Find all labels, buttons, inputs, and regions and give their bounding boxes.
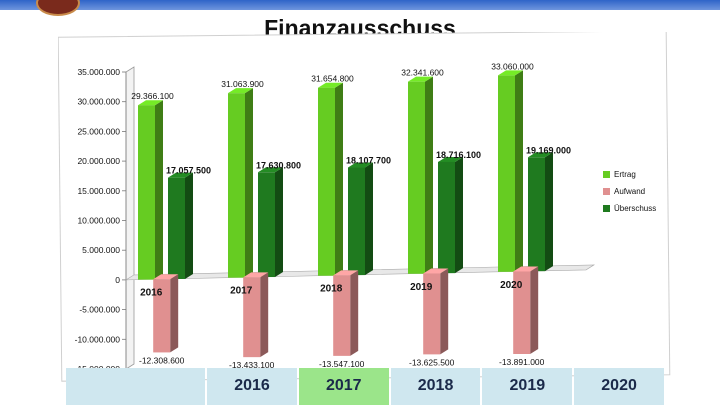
data-label-ertrag-2020: 33.060.000 — [491, 61, 534, 71]
logo-icon — [36, 0, 80, 16]
legend-label-1: Aufwand — [614, 187, 645, 196]
bar-aufwand-2019-top — [423, 268, 449, 274]
y-tick-label: 30.000.000 — [77, 97, 120, 107]
x-tick-label-2017: 2017 — [230, 286, 253, 297]
summary-table-header: 2016 2017 2018 2019 2020 — [66, 368, 666, 405]
data-label-aufwand-2016: -12.308.600 — [139, 355, 185, 365]
bar-ueberschuss-2020 — [528, 157, 545, 272]
data-label-ertrag-2016: 29.366.100 — [131, 91, 174, 101]
legend-label-2: Überschuss — [614, 204, 656, 213]
bar-aufwand-2017-top — [243, 272, 269, 278]
bar-ueberschuss-2018-top — [348, 162, 373, 168]
x-tick-label-2019: 2019 — [410, 282, 433, 293]
bar-ertrag-2020-side — [515, 70, 523, 272]
y-tick-label: 25.000.000 — [77, 126, 120, 136]
bar-aufwand-2016-top — [153, 274, 179, 280]
bar-ertrag-2019-side — [425, 76, 433, 274]
data-label-ueberschuss-2019: 18.716.100 — [436, 150, 481, 160]
bar-ertrag-2016 — [138, 105, 155, 280]
data-label-ueberschuss-2016: 17.057.500 — [166, 166, 211, 176]
legend-label-0: Ertrag — [614, 170, 636, 179]
data-label-ueberschuss-2020: 19.169.000 — [526, 145, 571, 155]
bar-ertrag-2017 — [228, 93, 245, 278]
data-label-aufwand-2018: -13.547.100 — [319, 359, 365, 369]
chart-side-wall — [125, 66, 135, 370]
y-tick-label: 20.000.000 — [77, 156, 120, 166]
bar-ueberschuss-2020-top — [528, 152, 553, 158]
table-year-2018: 2018 — [390, 368, 481, 405]
data-label-aufwand-2017: -13.433.100 — [229, 360, 275, 370]
bar-ertrag-2019 — [408, 81, 425, 274]
y-tick-label: -5.000.000 — [79, 305, 120, 315]
data-label-ueberschuss-2017: 17.630.800 — [256, 160, 301, 170]
chart-area: 35.000.000 30.000.000 25.000.000 20.000.000… — [57, 30, 672, 382]
bar-aufwand-2019 — [423, 273, 441, 355]
bar-ueberschuss-2017-top — [258, 167, 283, 173]
bar-aufwand-2018 — [333, 275, 351, 356]
data-label-ueberschuss-2018: 18.107.700 — [346, 156, 391, 166]
data-label-aufwand-2019: -13.625.500 — [409, 357, 455, 367]
bar-ertrag-2019-top — [408, 76, 433, 82]
y-tick-label: 5.000.000 — [82, 245, 120, 255]
y-tick-label: -10.000.000 — [75, 334, 121, 344]
bar-aufwand-2020-side — [530, 266, 539, 354]
bar-ertrag-2020 — [498, 75, 515, 272]
bar-aufwand-2019-side — [440, 268, 449, 355]
bar-aufwand-2018-top — [333, 270, 359, 276]
table-year-2016: 2016 — [207, 368, 297, 405]
table-year-2019: 2019 — [482, 368, 573, 405]
bar-aufwand-2020-top — [513, 266, 539, 272]
bar-ertrag-2018 — [318, 87, 335, 276]
bar-ertrag-2016-top — [138, 100, 163, 106]
bar-ertrag-2017-side — [245, 88, 253, 278]
bar-ertrag-2016-side — [155, 100, 163, 280]
legend-swatch-1 — [603, 188, 610, 195]
bar-ueberschuss-2018-side — [365, 162, 373, 276]
x-tick-label-2016: 2016 — [140, 288, 163, 299]
legend-swatch-0 — [603, 171, 610, 178]
bar-aufwand-2017-side — [260, 272, 269, 358]
bar-ueberschuss-2017 — [258, 172, 275, 278]
y-tick-label: 35.000.000 — [77, 67, 120, 77]
x-tick-label-2020: 2020 — [500, 280, 523, 291]
bar-ueberschuss-2016-side — [185, 172, 193, 279]
bar-aufwand-2017 — [243, 277, 261, 358]
x-tick-label-2018: 2018 — [320, 284, 343, 295]
data-label-ertrag-2018: 31.654.800 — [311, 74, 354, 84]
bar-aufwand-2016-side — [170, 274, 179, 353]
bar-ertrag-2018-top — [318, 82, 343, 88]
y-tick-label: 15.000.000 — [77, 186, 120, 196]
table-year-2020: 2020 — [574, 368, 664, 405]
bar-ueberschuss-2019 — [438, 161, 455, 274]
table-year-2017: 2017 — [298, 368, 389, 405]
data-label-aufwand-2020: -13.891.000 — [499, 357, 545, 367]
bar-aufwand-2020 — [513, 271, 531, 354]
bar-aufwand-2018-side — [350, 270, 359, 356]
legend-swatch-2 — [603, 205, 610, 212]
top-band — [0, 0, 720, 10]
data-label-ertrag-2017: 31.063.900 — [221, 79, 264, 89]
bar-ueberschuss-2019-side — [455, 156, 463, 274]
y-tick-label: 10.000.000 — [77, 216, 120, 226]
bar-ueberschuss-2018 — [348, 167, 365, 276]
table-header-empty — [66, 368, 206, 405]
data-label-ertrag-2019: 32.341.600 — [401, 68, 444, 78]
bar-ueberschuss-2017-side — [275, 167, 283, 278]
y-tick-label: 0 — [115, 275, 120, 285]
bar-aufwand-2016 — [153, 279, 171, 353]
bar-ertrag-2017-top — [228, 88, 253, 94]
bar-ueberschuss-2016 — [168, 177, 185, 279]
bar-ueberschuss-2020-side — [545, 152, 553, 272]
bar-chart: 35.000.000 30.000.000 25.000.000 20.000.000… — [57, 30, 671, 382]
bar-ertrag-2020-top — [498, 70, 523, 76]
bar-ueberschuss-2019-top — [438, 156, 463, 162]
bar-ueberschuss-2016-top — [168, 172, 193, 178]
bar-ertrag-2018-side — [335, 82, 343, 276]
